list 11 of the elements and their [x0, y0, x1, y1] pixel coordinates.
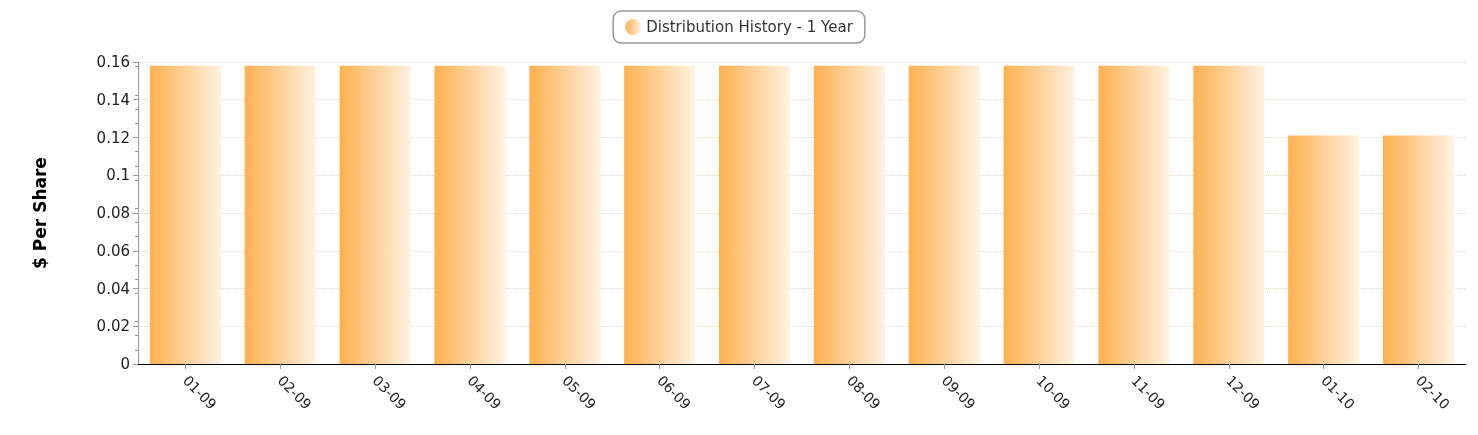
y-tick-label: 0.02 — [96, 317, 130, 336]
y-axis-title: $ Per Share — [29, 157, 50, 269]
y-tick-label: 0.06 — [96, 241, 130, 260]
y-tick-label: 0.12 — [96, 128, 130, 147]
legend-label: Distribution History - 1 Year — [646, 18, 854, 36]
y-tick-label: 0.14 — [96, 90, 130, 109]
y-tick-label: 0.1 — [106, 166, 130, 185]
y-tick-label: 0.04 — [96, 279, 130, 298]
y-tick-label: 0.16 — [96, 53, 130, 71]
y-tick-label: 0 — [120, 355, 130, 373]
y-tick-label: 0.08 — [96, 204, 130, 222]
